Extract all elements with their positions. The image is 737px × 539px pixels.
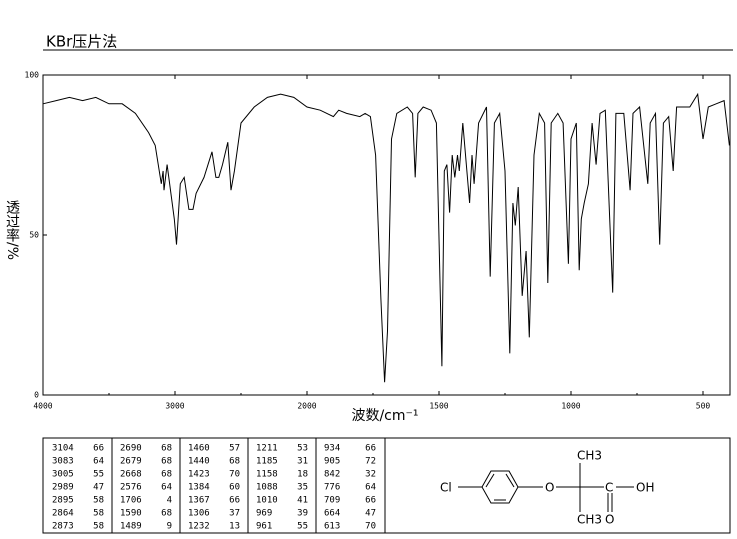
peak-transmittance: 68 (161, 457, 172, 467)
peak-transmittance: 66 (365, 496, 376, 506)
peak-transmittance: 58 (93, 509, 104, 519)
peak-transmittance: 53 (297, 444, 308, 454)
peak-wavenumber: 2864 (52, 509, 74, 519)
y-axis-label: 透过率/% (4, 200, 20, 260)
peak-transmittance: 68 (229, 457, 240, 467)
peak-transmittance: 66 (229, 496, 240, 506)
y-tick-label: 100 (25, 71, 40, 80)
y-tick-label: 50 (29, 231, 39, 240)
peak-transmittance: 70 (229, 470, 240, 480)
peak-transmittance: 58 (93, 522, 104, 532)
peak-wavenumber: 2873 (52, 522, 74, 532)
benzene-ring (481, 470, 519, 504)
peak-wavenumber: 2668 (120, 470, 142, 480)
peak-wavenumber: 3104 (52, 444, 74, 454)
peak-transmittance: 64 (161, 483, 172, 493)
peak-wavenumber: 1367 (188, 496, 210, 506)
peak-transmittance: 68 (161, 444, 172, 454)
x-tick-label: 3000 (165, 402, 184, 411)
peak-wavenumber: 1306 (188, 509, 210, 519)
peak-wavenumber: 664 (324, 509, 340, 519)
peak-wavenumber: 1440 (188, 457, 210, 467)
structure-label: O (545, 481, 554, 495)
peak-transmittance: 31 (297, 457, 308, 467)
peak-table-frame (42, 437, 731, 534)
peak-transmittance: 68 (161, 470, 172, 480)
peak-wavenumber: 1158 (256, 470, 278, 480)
structure-label: CH3 (577, 449, 602, 463)
peak-wavenumber: 905 (324, 457, 340, 467)
peak-transmittance: 55 (93, 470, 104, 480)
structure-bonds (458, 463, 634, 512)
peak-transmittance: 64 (93, 457, 104, 467)
peak-wavenumber: 1185 (256, 457, 278, 467)
peak-transmittance: 47 (365, 509, 376, 519)
peak-transmittance: 66 (365, 444, 376, 454)
peak-wavenumber: 1423 (188, 470, 210, 480)
x-tick-label: 1500 (429, 402, 448, 411)
peak-transmittance: 32 (365, 470, 376, 480)
peak-wavenumber: 1706 (120, 496, 142, 506)
peak-wavenumber: 2576 (120, 483, 142, 493)
ring-double-bond (485, 473, 495, 488)
x-tick-label: 1000 (561, 402, 580, 411)
peak-wavenumber: 969 (256, 509, 272, 519)
x-tick-label: 4000 (33, 402, 52, 411)
structure-label: Cl (440, 481, 452, 495)
peak-transmittance: 39 (297, 509, 308, 519)
peak-wavenumber: 2690 (120, 444, 142, 454)
peak-transmittance: 4 (167, 496, 172, 506)
peak-transmittance: 70 (365, 522, 376, 532)
peak-wavenumber: 1211 (256, 444, 278, 454)
peak-wavenumber: 2895 (52, 496, 74, 506)
peak-wavenumber: 613 (324, 522, 340, 532)
spectrum-line (42, 92, 730, 383)
x-tick-label: 500 (696, 402, 711, 411)
y-tick-label: 0 (34, 391, 39, 400)
peak-transmittance: 9 (167, 522, 172, 532)
peak-transmittance: 18 (297, 470, 308, 480)
structure-label: CH3 (577, 513, 602, 527)
peak-transmittance: 13 (229, 522, 240, 532)
peak-wavenumber: 3005 (52, 470, 74, 480)
peak-transmittance: 72 (365, 457, 376, 467)
peak-transmittance: 64 (365, 483, 376, 493)
peak-wavenumber: 1384 (188, 483, 210, 493)
peak-transmittance: 68 (161, 509, 172, 519)
structure-label: OH (636, 481, 654, 495)
peak-wavenumber: 961 (256, 522, 272, 532)
peak-wavenumber: 934 (324, 444, 340, 454)
peak-wavenumber: 1590 (120, 509, 142, 519)
peak-transmittance: 41 (297, 496, 308, 506)
peak-wavenumber: 1460 (188, 444, 210, 454)
peak-wavenumber: 709 (324, 496, 340, 506)
structure-label: C (605, 481, 613, 495)
peak-transmittance: 47 (93, 483, 104, 493)
peak-transmittance: 55 (297, 522, 308, 532)
structure-label: O (605, 513, 614, 527)
peak-wavenumber: 776 (324, 483, 340, 493)
peak-transmittance: 58 (93, 496, 104, 506)
ring-double-bond (505, 473, 515, 488)
peak-wavenumber: 1232 (188, 522, 210, 532)
peak-transmittance: 35 (297, 483, 308, 493)
peak-wavenumber: 1088 (256, 483, 278, 493)
peak-wavenumber: 842 (324, 470, 340, 480)
peak-transmittance: 60 (229, 483, 240, 493)
peak-transmittance: 37 (229, 509, 240, 519)
peak-wavenumber: 2679 (120, 457, 142, 467)
x-tick-label: 2000 (297, 402, 316, 411)
x-axis-label: 波数/cm⁻¹ (351, 408, 418, 424)
peak-wavenumber: 2989 (52, 483, 74, 493)
peak-wavenumber: 1489 (120, 522, 142, 532)
peak-wavenumber: 3083 (52, 457, 74, 467)
peak-wavenumber: 1010 (256, 496, 278, 506)
peak-transmittance: 57 (229, 444, 240, 454)
chart-title: KBr压片法 (46, 33, 117, 51)
peak-transmittance: 66 (93, 444, 104, 454)
